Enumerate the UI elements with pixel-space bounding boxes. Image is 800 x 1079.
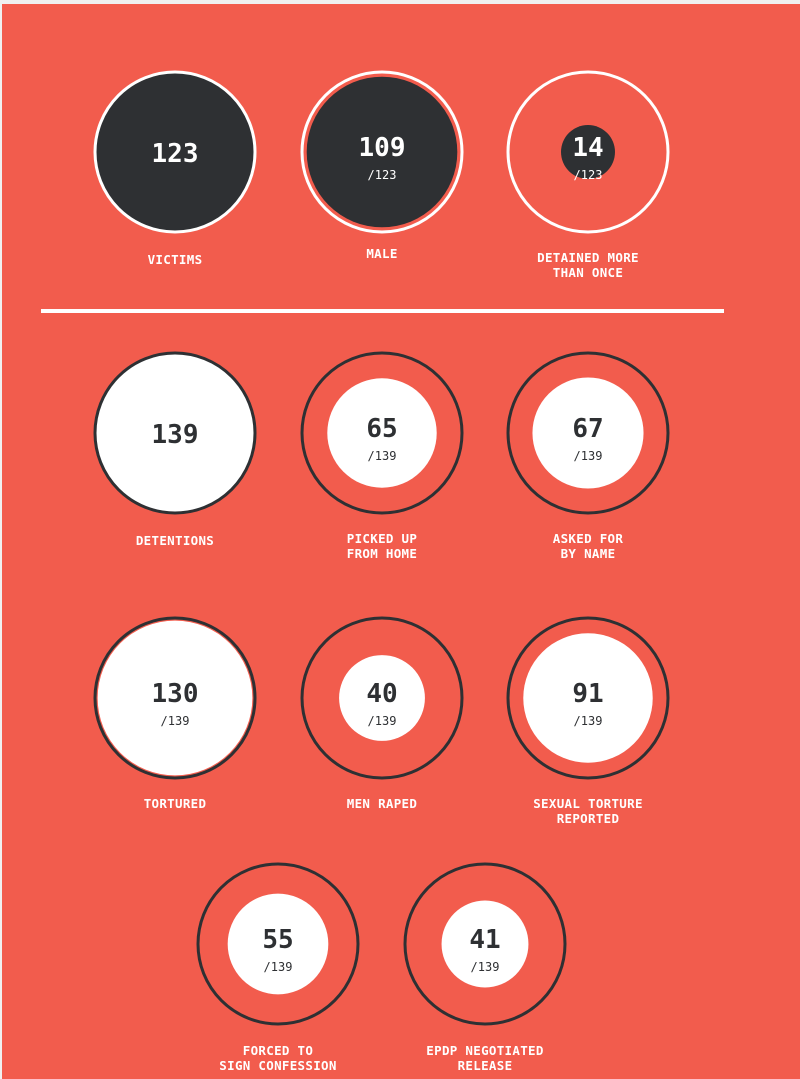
- disc-epdp_negotiated_release: [441, 900, 529, 988]
- value-male: 109: [359, 133, 406, 163]
- total-tortured: /139: [161, 714, 190, 728]
- total-sexual_torture_reported: /139: [574, 714, 603, 728]
- value-forced_to_sign_confession: 55: [262, 925, 293, 955]
- circle-forced_to_sign_confession: 55/139: [196, 862, 360, 1026]
- section-divider: [41, 309, 724, 313]
- label-victims: VICTIMS: [147, 252, 203, 267]
- value-tortured: 130: [152, 679, 199, 709]
- total-epdp_negotiated_release: /139: [471, 960, 500, 974]
- value-detained_more_than_once: 14: [572, 133, 603, 163]
- ring-sexual_torture_reported: [506, 616, 670, 780]
- label-detained_more_than_once: DETAINED MORE THAN ONCE: [537, 250, 639, 280]
- circle-picked_up_from_home: 65/139: [300, 351, 464, 515]
- label-tortured: TORTURED: [143, 796, 207, 811]
- disc-men_raped: [339, 655, 425, 741]
- value-victims: 123: [152, 139, 199, 169]
- label-picked_up_from_home: PICKED UP FROM HOME: [346, 531, 418, 561]
- ring-picked_up_from_home: [300, 351, 464, 515]
- ring-men_raped: [300, 616, 464, 780]
- label-forced_to_sign_confession: FORCED TO SIGN CONFESSION: [219, 1043, 337, 1073]
- ring-detained_more_than_once: [506, 70, 670, 234]
- infographic-panel: 123 109/123 14/123 139 65/139 67/139 130/139 40…: [2, 4, 800, 1079]
- circle-sexual_torture_reported: 91/139: [506, 616, 670, 780]
- total-detained_more_than_once: /123: [574, 168, 603, 182]
- ring-detentions: [93, 351, 257, 515]
- circle-epdp_negotiated_release: 41/139: [403, 862, 567, 1026]
- disc-sexual_torture_reported: [523, 633, 653, 763]
- ring-forced_to_sign_confession: [196, 862, 360, 1026]
- circle-detained_more_than_once: 14/123: [506, 70, 670, 234]
- value-picked_up_from_home: 65: [366, 414, 397, 444]
- circle-men_raped: 40/139: [300, 616, 464, 780]
- disc-asked_for_by_name: [532, 377, 644, 489]
- label-epdp_negotiated_release: EPDP NEGOTIATED RELEASE: [426, 1043, 544, 1073]
- disc-detained_more_than_once: [561, 125, 615, 179]
- value-asked_for_by_name: 67: [572, 414, 603, 444]
- value-detentions: 139: [152, 420, 199, 450]
- value-sexual_torture_reported: 91: [572, 679, 603, 709]
- ring-male: [300, 70, 464, 234]
- circle-detentions: 139: [93, 351, 257, 515]
- disc-tortured: [97, 620, 253, 776]
- ring-victims: [93, 70, 257, 234]
- value-epdp_negotiated_release: 41: [469, 925, 500, 955]
- label-male: MALE: [366, 246, 398, 261]
- label-detentions: DETENTIONS: [135, 533, 215, 548]
- total-men_raped: /139: [368, 714, 397, 728]
- ring-tortured: [93, 616, 257, 780]
- circle-tortured: 130/139: [93, 616, 257, 780]
- total-forced_to_sign_confession: /139: [264, 960, 293, 974]
- disc-forced_to_sign_confession: [227, 893, 329, 995]
- total-picked_up_from_home: /139: [368, 449, 397, 463]
- ring-epdp_negotiated_release: [403, 862, 567, 1026]
- label-sexual_torture_reported: SEXUAL TORTURE REPORTED: [533, 796, 643, 826]
- value-men_raped: 40: [366, 679, 397, 709]
- circle-male: 109/123: [300, 70, 464, 234]
- label-asked_for_by_name: ASKED FOR BY NAME: [552, 531, 624, 561]
- label-men_raped: MEN RAPED: [346, 796, 418, 811]
- disc-picked_up_from_home: [327, 378, 437, 488]
- ring-asked_for_by_name: [506, 351, 670, 515]
- circle-asked_for_by_name: 67/139: [506, 351, 670, 515]
- circle-victims: 123: [93, 70, 257, 234]
- total-asked_for_by_name: /139: [574, 449, 603, 463]
- total-male: /123: [368, 168, 397, 182]
- disc-male: [306, 76, 458, 228]
